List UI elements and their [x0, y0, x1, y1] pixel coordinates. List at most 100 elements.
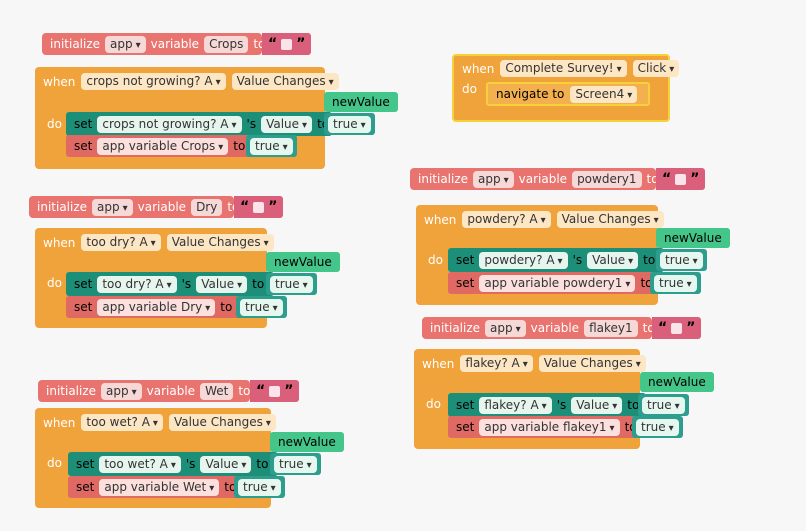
variable-dropdown[interactable]: app variable Wet: [99, 478, 220, 496]
set-variable-block[interactable]: set app variable Dry to: [66, 296, 244, 318]
to-label: to: [256, 457, 269, 471]
true-block[interactable]: true: [270, 453, 321, 475]
set-component-value-block[interactable]: set crops not growing? A 's Value to: [66, 112, 332, 136]
initialize-dry-block[interactable]: initialize app variable Dry to: [29, 196, 239, 218]
to-label: to: [642, 321, 655, 335]
new-value-param[interactable]: newValue: [270, 432, 344, 452]
variable-name-field[interactable]: powdery1: [572, 170, 642, 188]
true-dropdown[interactable]: true: [654, 274, 697, 292]
app-dropdown[interactable]: app: [101, 382, 142, 400]
property-dropdown[interactable]: Value: [200, 455, 252, 473]
true-block[interactable]: true: [246, 135, 297, 157]
to-label: to: [627, 398, 640, 412]
true-block[interactable]: true: [632, 416, 683, 438]
property-dropdown[interactable]: Value: [571, 396, 623, 414]
true-dropdown[interactable]: true: [642, 396, 685, 414]
initialize-wet-block[interactable]: initialize app variable Wet to: [38, 380, 250, 402]
true-block[interactable]: true: [234, 476, 285, 498]
when-label: when: [462, 61, 495, 76]
true-block[interactable]: true: [656, 249, 707, 271]
empty-string-block[interactable]: “ ”: [652, 317, 702, 339]
true-block[interactable]: true: [236, 296, 287, 318]
component-dropdown[interactable]: too dry? A: [97, 275, 177, 293]
string-field[interactable]: [281, 38, 293, 50]
string-field[interactable]: [269, 385, 281, 397]
new-value-param[interactable]: newValue: [324, 92, 398, 112]
variable-dropdown[interactable]: app variable Crops: [97, 137, 229, 155]
true-dropdown[interactable]: true: [636, 418, 679, 436]
string-field[interactable]: [675, 173, 687, 185]
empty-string-block[interactable]: “ ”: [656, 168, 706, 190]
component-dropdown[interactable]: powdery? A: [462, 211, 551, 228]
variable-name-field[interactable]: Crops: [204, 35, 249, 53]
property-dropdown[interactable]: Value: [196, 275, 248, 293]
variable-dropdown[interactable]: app variable flakey1: [479, 418, 620, 436]
component-dropdown[interactable]: flakey? A: [479, 396, 552, 414]
true-dropdown[interactable]: true: [660, 251, 703, 269]
app-dropdown[interactable]: app: [485, 319, 526, 337]
new-value-param[interactable]: newValue: [640, 372, 714, 392]
app-dropdown[interactable]: app: [92, 198, 133, 216]
true-dropdown[interactable]: true: [250, 137, 293, 155]
string-field[interactable]: [253, 201, 265, 213]
component-dropdown[interactable]: powdery? A: [479, 251, 568, 269]
new-value-param[interactable]: newValue: [656, 228, 730, 248]
property-dropdown[interactable]: Value: [587, 251, 639, 269]
component-dropdown[interactable]: Complete Survey!: [500, 60, 627, 77]
component-dropdown[interactable]: too dry? A: [81, 234, 161, 251]
navigate-block[interactable]: navigate to Screen4: [486, 82, 650, 106]
true-block[interactable]: true: [324, 113, 375, 135]
when-label: when: [424, 212, 457, 227]
component-dropdown[interactable]: too wet? A: [81, 414, 163, 431]
true-dropdown[interactable]: true: [240, 298, 283, 316]
empty-string-block[interactable]: “ ”: [250, 380, 300, 402]
set-component-value-block[interactable]: set too dry? A 's Value to: [66, 272, 274, 296]
new-value-param[interactable]: newValue: [266, 252, 340, 272]
set-variable-block[interactable]: set app variable flakey1 to: [448, 416, 640, 438]
app-dropdown[interactable]: app: [105, 35, 146, 53]
event-dropdown[interactable]: Click: [632, 60, 680, 77]
true-dropdown[interactable]: true: [238, 478, 281, 496]
set-component-value-block[interactable]: set powdery? A 's Value to: [448, 248, 664, 272]
property-dropdown[interactable]: Value: [261, 115, 313, 133]
event-dropdown[interactable]: Value Changes: [538, 355, 646, 372]
variable-name-field[interactable]: Dry: [191, 198, 223, 216]
true-dropdown[interactable]: true: [270, 275, 313, 293]
true-block[interactable]: true: [650, 272, 701, 294]
do-label: do: [426, 397, 441, 411]
set-label: set: [74, 139, 93, 153]
empty-string-block[interactable]: “ ”: [262, 33, 312, 55]
set-component-value-block[interactable]: set too wet? A 's Value to: [68, 452, 278, 476]
true-block[interactable]: true: [638, 394, 689, 416]
screen-dropdown[interactable]: Screen4: [570, 85, 638, 103]
empty-string-block[interactable]: “ ”: [234, 196, 284, 218]
event-dropdown[interactable]: Value Changes: [168, 414, 276, 431]
component-dropdown[interactable]: crops not growing? A: [97, 115, 242, 133]
to-label: to: [220, 300, 233, 314]
event-dropdown[interactable]: Value Changes: [556, 211, 664, 228]
set-variable-block[interactable]: set app variable Crops to: [66, 135, 254, 157]
set-variable-block[interactable]: set app variable Wet to: [68, 476, 242, 498]
variable-dropdown[interactable]: app variable powdery1: [479, 274, 636, 292]
true-dropdown[interactable]: true: [274, 455, 317, 473]
initialize-crops-block[interactable]: initialize app variable Crops to: [42, 33, 265, 55]
event-dropdown[interactable]: Value Changes: [166, 234, 274, 251]
variable-name-field[interactable]: Wet: [200, 382, 234, 400]
initialize-label: initialize: [430, 321, 481, 335]
component-dropdown[interactable]: crops not growing? A: [81, 73, 226, 90]
component-dropdown[interactable]: too wet? A: [99, 455, 181, 473]
true-block[interactable]: true: [266, 273, 317, 295]
string-field[interactable]: [671, 322, 683, 334]
set-label: set: [456, 276, 475, 290]
set-component-value-block[interactable]: set flakey? A 's Value to: [448, 393, 646, 417]
initialize-flakey-block[interactable]: initialize app variable flakey1 to: [422, 317, 655, 339]
variable-dropdown[interactable]: app variable Dry: [97, 298, 216, 316]
app-dropdown[interactable]: app: [473, 170, 514, 188]
component-dropdown[interactable]: flakey? A: [460, 355, 533, 372]
true-dropdown[interactable]: true: [328, 115, 371, 133]
initialize-powdery-block[interactable]: initialize app variable powdery1 to: [410, 168, 659, 190]
set-variable-block[interactable]: set app variable powdery1 to: [448, 272, 658, 294]
variable-name-field[interactable]: flakey1: [584, 319, 638, 337]
event-dropdown[interactable]: Value Changes: [231, 73, 339, 90]
initialize-label: initialize: [418, 172, 469, 186]
